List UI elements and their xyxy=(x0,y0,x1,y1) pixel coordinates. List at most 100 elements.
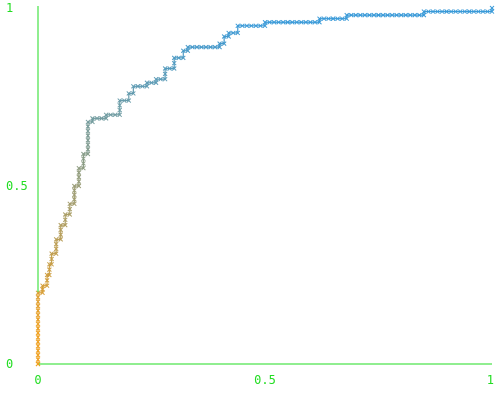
marker-stroke xyxy=(144,80,150,86)
marker-stroke xyxy=(67,201,73,207)
marker-stroke xyxy=(58,232,64,238)
marker-stroke xyxy=(476,9,481,14)
data-point-marker xyxy=(412,12,418,18)
marker-stroke xyxy=(335,16,340,22)
data-point-marker xyxy=(190,44,195,50)
data-point-marker xyxy=(85,124,91,129)
marker-stroke xyxy=(103,116,109,121)
data-point-marker xyxy=(58,222,64,228)
data-point-marker xyxy=(407,12,413,18)
marker-stroke xyxy=(235,23,241,29)
marker-stroke xyxy=(417,12,422,18)
marker-stroke xyxy=(85,119,91,125)
data-point-marker xyxy=(226,34,232,39)
marker-stroke xyxy=(317,19,322,25)
data-point-marker xyxy=(35,330,41,336)
marker-stroke xyxy=(344,16,350,22)
data-point-marker xyxy=(221,41,227,46)
marker-stroke xyxy=(285,19,291,25)
marker-stroke xyxy=(81,156,86,162)
marker-stroke xyxy=(144,83,150,89)
marker-stroke xyxy=(339,16,345,22)
data-point-marker xyxy=(267,19,272,25)
marker-stroke xyxy=(171,66,177,71)
marker-stroke xyxy=(90,116,95,121)
marker-stroke xyxy=(81,165,86,171)
marker-stroke xyxy=(35,334,41,340)
data-point-marker xyxy=(435,9,440,14)
data-point-marker xyxy=(35,334,41,340)
marker-stroke xyxy=(35,294,41,300)
marker-stroke xyxy=(158,76,163,82)
marker-stroke xyxy=(330,16,336,22)
marker-stroke xyxy=(62,217,68,223)
data-point-marker xyxy=(217,41,222,46)
data-point-marker xyxy=(330,16,336,22)
marker-stroke xyxy=(53,237,59,242)
data-point-marker xyxy=(62,212,68,217)
data-point-marker xyxy=(62,217,68,223)
data-point-marker xyxy=(130,91,136,96)
marker-stroke xyxy=(62,222,68,228)
data-point-marker xyxy=(35,352,41,358)
marker-stroke xyxy=(35,343,41,349)
marker-stroke xyxy=(126,98,132,103)
data-point-marker xyxy=(153,76,159,82)
marker-stroke xyxy=(35,348,41,354)
marker-stroke xyxy=(308,19,313,25)
x-tick-label: 1 xyxy=(487,373,494,387)
data-point-marker xyxy=(35,321,41,327)
data-point-marker xyxy=(49,261,54,267)
data-point-marker xyxy=(40,286,45,292)
data-point-marker xyxy=(44,283,50,289)
marker-stroke xyxy=(398,12,404,18)
marker-stroke xyxy=(407,12,413,18)
data-point-marker xyxy=(303,19,309,25)
marker-stroke xyxy=(162,66,168,71)
data-point-marker xyxy=(58,237,64,242)
marker-stroke xyxy=(249,23,254,29)
data-point-marker xyxy=(285,19,291,25)
marker-stroke xyxy=(326,16,331,22)
marker-stroke xyxy=(371,12,377,18)
data-point-marker xyxy=(394,12,400,18)
marker-stroke xyxy=(126,91,132,96)
marker-stroke xyxy=(489,5,495,11)
marker-stroke xyxy=(35,357,41,362)
marker-stroke xyxy=(353,12,359,18)
data-point-marker xyxy=(335,16,340,22)
marker-stroke xyxy=(71,201,77,207)
marker-stroke xyxy=(190,44,195,50)
data-point-marker xyxy=(144,80,150,86)
marker-stroke xyxy=(239,23,245,29)
data-point-marker xyxy=(103,112,109,118)
data-point-marker xyxy=(85,119,91,125)
data-point-marker xyxy=(46,267,52,273)
marker-stroke xyxy=(466,9,472,14)
marker-stroke xyxy=(81,151,86,157)
marker-stroke xyxy=(376,12,381,18)
data-point-marker xyxy=(430,9,436,14)
data-point-marker xyxy=(489,9,495,14)
data-point-marker xyxy=(35,317,41,322)
data-point-marker xyxy=(476,9,481,14)
data-point-marker xyxy=(35,308,41,313)
data-point-marker xyxy=(71,188,77,193)
marker-stroke xyxy=(58,237,64,242)
marker-stroke xyxy=(117,112,123,118)
marker-stroke xyxy=(389,12,395,18)
marker-stroke xyxy=(348,12,354,18)
marker-stroke xyxy=(303,19,309,25)
data-point-marker xyxy=(162,76,168,82)
data-point-marker xyxy=(99,116,104,121)
marker-stroke xyxy=(280,19,286,25)
y-tick-label: 0 xyxy=(6,357,13,371)
data-point-marker xyxy=(180,55,186,61)
marker-stroke xyxy=(262,23,268,29)
marker-stroke xyxy=(180,48,186,54)
marker-stroke xyxy=(58,227,64,233)
marker-stroke xyxy=(217,41,222,46)
data-point-marker xyxy=(480,9,486,14)
data-point-marker xyxy=(81,165,86,171)
